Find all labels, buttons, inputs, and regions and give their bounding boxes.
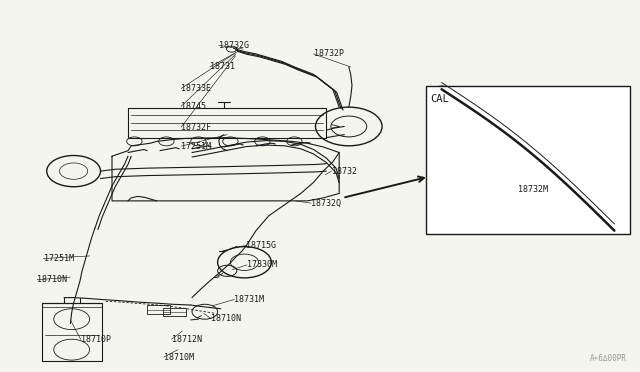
- Bar: [163, 308, 186, 316]
- Text: 18732Q: 18732Q: [311, 199, 341, 208]
- Text: 17251M: 17251M: [44, 254, 74, 263]
- Text: 18710N: 18710N: [37, 275, 67, 284]
- Text: 18712N: 18712N: [172, 335, 202, 344]
- Text: 17330M: 17330M: [247, 260, 277, 269]
- Text: 17251M: 17251M: [181, 142, 211, 151]
- Text: 18732: 18732: [332, 167, 356, 176]
- Text: 18710M: 18710M: [164, 353, 194, 362]
- Text: 18732F: 18732F: [181, 123, 211, 132]
- Text: 18715G: 18715G: [246, 241, 276, 250]
- Text: 18731M: 18731M: [234, 295, 264, 304]
- Text: CAL: CAL: [431, 94, 449, 104]
- Bar: [426, 86, 630, 234]
- Text: A∗6Δ00PR: A∗6Δ00PR: [590, 354, 627, 363]
- Text: 18732P: 18732P: [314, 49, 344, 58]
- Text: 18731: 18731: [210, 62, 235, 71]
- Text: 18732G: 18732G: [219, 41, 249, 50]
- Bar: [147, 305, 170, 314]
- Text: 18710P: 18710P: [81, 335, 111, 344]
- Text: 18732M: 18732M: [518, 185, 548, 194]
- Text: 18733E: 18733E: [181, 84, 211, 93]
- Text: 18710N: 18710N: [211, 314, 241, 323]
- Text: 18745: 18745: [181, 102, 206, 111]
